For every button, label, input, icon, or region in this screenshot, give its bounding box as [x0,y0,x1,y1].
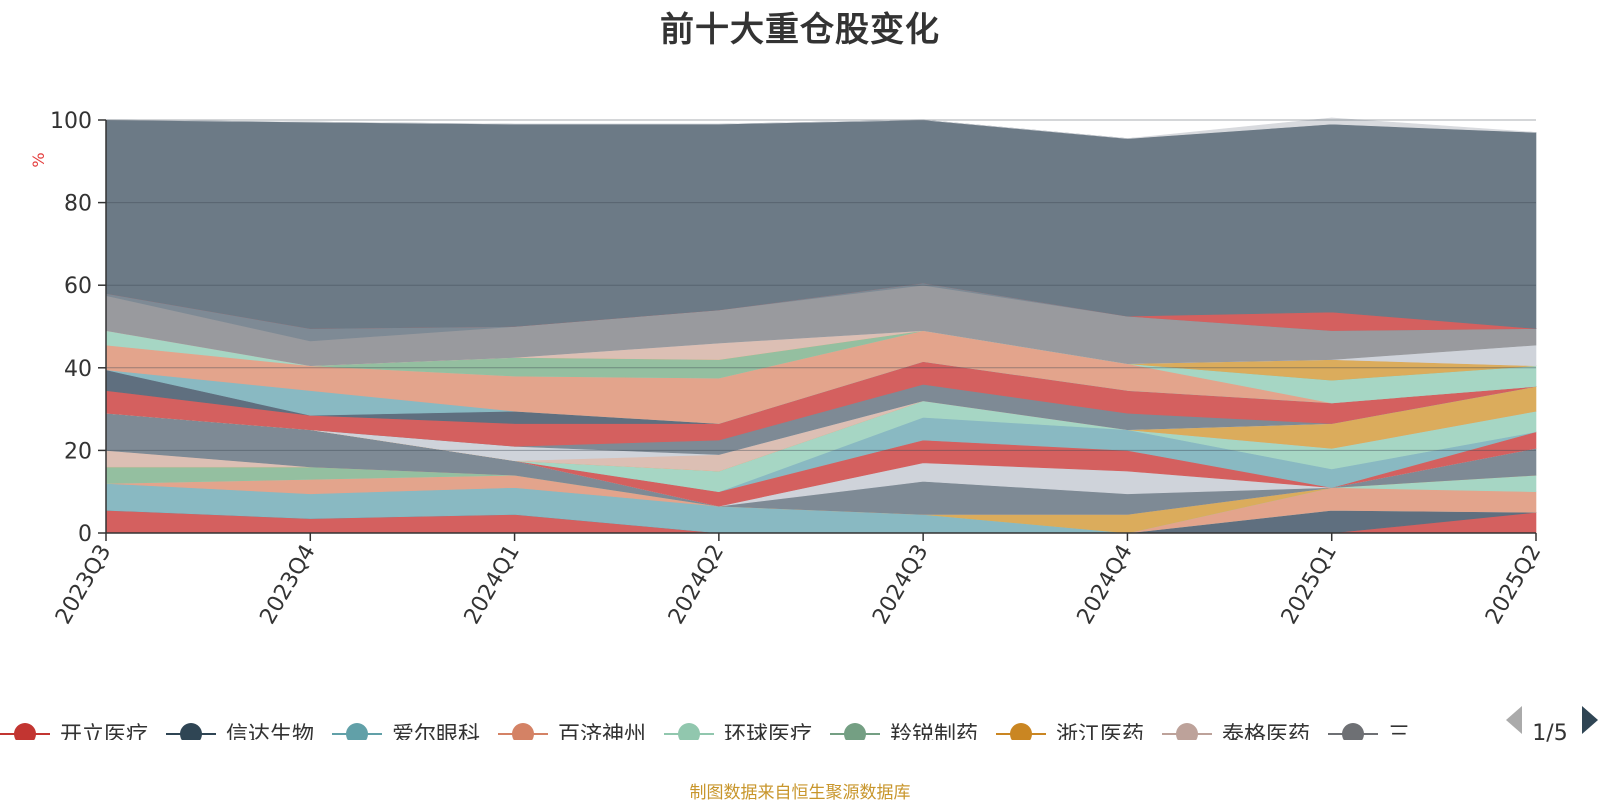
y-tick-label-100: 100 [50,109,92,134]
legend-item-9[interactable]: 三 [1328,723,1410,748]
legend-label: 百济神州 [558,723,646,748]
y-axis-tick-labels: 0 20 40 60 80 100 [50,109,92,547]
x-tick-label-2023Q3: 2023Q3 [51,541,116,629]
legend-marker-icon [180,723,202,740]
legend-item-7[interactable]: 浙江医药 [996,723,1144,748]
legend-prev-page-icon[interactable] [1506,706,1522,734]
x-axis-tick-labels: 2023Q3 2023Q4 2024Q1 2024Q2 2024Q3 2024Q4 2025… [51,541,1546,629]
legend-label: 三 [1388,723,1410,748]
chart-title: 前十大重仓股变化 [660,10,940,50]
legend-label: 环球医疗 [724,723,812,748]
legend-item-8[interactable]: 泰格医药 [1162,723,1310,748]
legend-marker-icon [14,723,36,740]
y-tick-label-60: 60 [64,274,92,299]
legend: 开立医疗 信达生物 爱尔眼科 百济神州 环球医疗 羚锐制药 浙江医药 泰格医药 三 [0,723,1410,748]
legend-label: 羚锐制药 [890,723,978,748]
x-tick-label-2024Q1: 2024Q1 [460,541,525,629]
legend-label: 泰格医药 [1222,723,1310,748]
legend-item-5[interactable]: 环球医疗 [664,723,812,748]
x-tick-label-2023Q4: 2023Q4 [255,541,320,629]
legend-label: 浙江医药 [1056,723,1144,748]
legend-label: 开立医疗 [60,723,148,748]
legend-marker-icon [844,723,866,740]
legend-next-page-icon[interactable] [1582,706,1598,734]
grid-lines [106,119,1536,451]
y-axis-label: % [29,152,48,167]
y-tick-label-20: 20 [64,439,92,464]
legend-marker-icon [1342,723,1364,740]
y-tick-label-0: 0 [78,522,92,547]
legend-marker-icon [1010,723,1032,740]
legend-item-6[interactable]: 羚锐制药 [830,723,978,748]
x-tick-label-2024Q2: 2024Q2 [664,541,729,629]
legend-item-1[interactable]: 开立医疗 [0,723,148,748]
legend-item-3[interactable]: 爱尔眼科 [332,723,480,748]
legend-marker-icon [512,723,534,740]
x-tick-label-2025Q2: 2025Q2 [1481,541,1546,629]
data-source-note: 制图数据来自恒生聚源数据库 [689,783,911,803]
x-tick-label-2024Q4: 2024Q4 [1073,541,1138,629]
legend-marker-icon [346,723,368,740]
legend-marker-icon [678,723,700,740]
legend-item-2[interactable]: 信达生物 [166,723,314,748]
y-tick-label-40: 40 [64,357,92,382]
x-tick-label-2024Q3: 2024Q3 [868,541,933,629]
area-series-32 [105,117,1537,139]
legend-marker-icon [1176,723,1198,740]
axes [98,119,1537,541]
area-series-group [105,117,1537,534]
y-tick-label-80: 80 [64,192,92,217]
legend-pager: 1/5 [1506,706,1598,746]
legend-page-indicator: 1/5 [1532,721,1567,746]
legend-label: 爱尔眼科 [392,723,480,748]
x-tick-label-2025Q1: 2025Q1 [1277,541,1342,629]
legend-item-4[interactable]: 百济神州 [498,723,646,748]
legend-label: 信达生物 [226,723,314,748]
